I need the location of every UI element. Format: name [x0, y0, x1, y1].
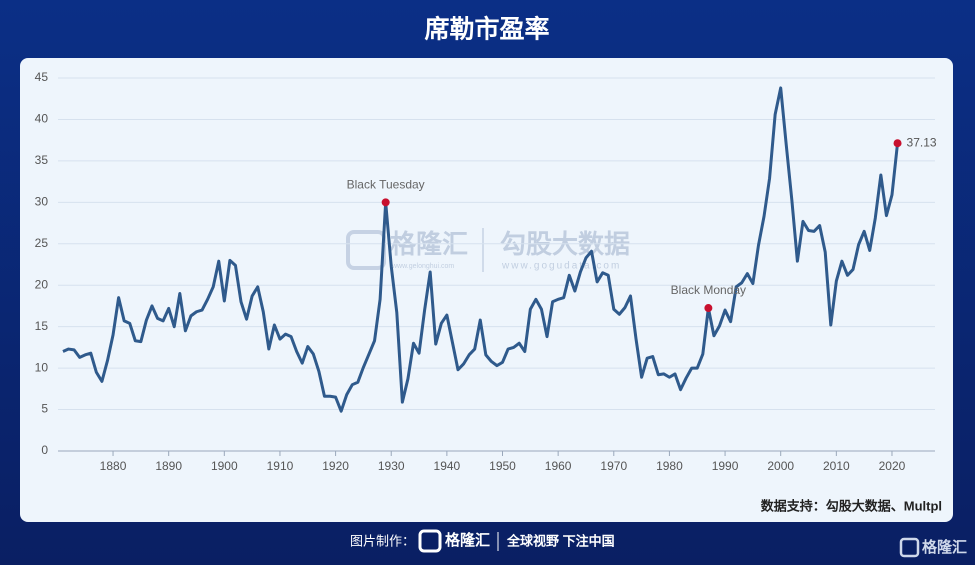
y-tick-label: 25 [35, 236, 49, 250]
x-tick-label: 2000 [767, 459, 794, 473]
watermark-url: www.gelonghui.com [391, 263, 454, 270]
x-tick-label: 1910 [267, 459, 294, 473]
end-marker [893, 139, 902, 148]
x-tick-label: 1980 [656, 459, 683, 473]
end-value-label: 37.13 [907, 135, 937, 149]
event-marker [704, 304, 713, 313]
footer-logo-icon [418, 529, 442, 553]
y-tick-label: 40 [35, 112, 49, 126]
y-tick-label: 20 [35, 277, 49, 291]
panel [20, 58, 953, 522]
line-series [62, 86, 900, 413]
x-tick-label: 2020 [879, 459, 906, 473]
x-tick-label: 1970 [600, 459, 627, 473]
annotation: Black Tuesday [347, 178, 425, 192]
x-tick-label: 1940 [434, 459, 461, 473]
annotation: Black Monday [671, 283, 746, 297]
y-tick-label: 30 [35, 195, 49, 209]
source: 数据支持：勾股大数据、Multpl [761, 498, 942, 513]
x-tick-label: 1990 [712, 459, 739, 473]
corner-logo: 格隆汇 [922, 538, 967, 556]
y-tick-label: 45 [35, 70, 49, 84]
footer-slogan: 全球视野 下注中国 [506, 533, 615, 548]
event-marker [381, 198, 390, 207]
x-tick-label: 1880 [100, 459, 127, 473]
chart-title: 席勒市盈率 [424, 15, 549, 44]
x-tick-label: 1950 [489, 459, 516, 473]
x-tick-label: 1890 [155, 459, 182, 473]
x-tick-label: 1900 [211, 459, 238, 473]
y-tick-label: 0 [41, 443, 48, 457]
watermark-brand-url: www.gogudata.com [501, 261, 621, 272]
x-tick-label: 1920 [322, 459, 349, 473]
x-tick-label: 1930 [378, 459, 405, 473]
x-tick-label: 2010 [823, 459, 850, 473]
y-tick-label: 5 [41, 402, 48, 416]
corner-logo-icon [899, 537, 920, 558]
y-tick-label: 15 [35, 319, 49, 333]
y-tick-label: 35 [35, 153, 49, 167]
x-tick-label: 1960 [545, 459, 572, 473]
footer-logo: 格隆汇 [445, 531, 490, 549]
footer-made-by: 图片制作： [350, 533, 415, 548]
y-tick-label: 10 [35, 360, 49, 374]
